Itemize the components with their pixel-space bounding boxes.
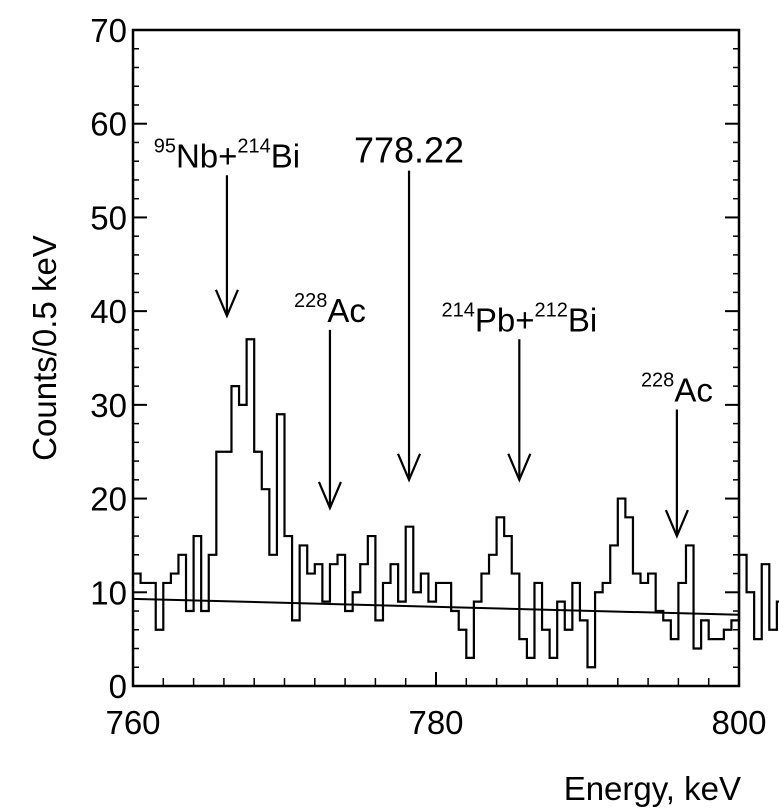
annotation-label: 95Nb+214Bi [154, 135, 300, 174]
isotope-symbol: Ac [674, 372, 713, 409]
isotope-mass-number: 228 [641, 370, 674, 392]
peak-annotation: 214Pb+212Bi [441, 299, 597, 483]
annotation-arrow-head [397, 453, 422, 483]
annotation-arrow-head [664, 509, 689, 539]
annotation-arrow-head [214, 289, 239, 319]
isotope-mass-number: 214 [441, 299, 474, 321]
peak-annotation: 95Nb+214Bi [154, 135, 300, 319]
isotope-mass-number: 95 [154, 135, 176, 157]
isotope-mass-number: 214 [237, 135, 270, 157]
peak-annotation: 228Ac [641, 370, 713, 539]
annotation-arrow-head [317, 481, 342, 511]
x-axis-title: Energy, keV [564, 770, 741, 807]
isotope-mass-number: 228 [294, 290, 327, 312]
y-tick-label: 30 [90, 387, 127, 424]
isotope-mass-number: 212 [534, 299, 567, 321]
y-axis-title: Counts/0.5 keV [26, 235, 63, 461]
annotation-label: 214Pb+212Bi [441, 299, 597, 338]
histogram-series [133, 338, 779, 669]
annotation-label: 778.22 [354, 130, 464, 171]
peak-annotation: 778.22 [354, 130, 464, 483]
isotope-symbol: Bi [271, 137, 300, 174]
x-tick-label: 800 [711, 704, 766, 741]
annotation-arrow-head [507, 453, 532, 483]
x-tick-label: 760 [105, 704, 160, 741]
y-tick-labels: 0 10 20 30 40 50 60 70 [90, 12, 127, 705]
x-tick-label: 780 [408, 704, 463, 741]
y-tick-label: 0 [109, 668, 127, 705]
y-tick-label: 20 [90, 481, 127, 518]
x-tick-labels: 760 780 800 [105, 704, 766, 741]
annotation-label: 228Ac [294, 290, 366, 329]
isotope-symbol: Pb+ [475, 301, 535, 338]
isotope-symbol: Ac [327, 292, 366, 329]
major-ticks [132, 29, 740, 687]
y-tick-label: 50 [90, 199, 127, 236]
y-tick-label: 10 [90, 574, 127, 611]
y-tick-label: 70 [90, 12, 127, 49]
background-fit-line [132, 597, 740, 616]
isotope-symbol: Nb+ [176, 137, 237, 174]
annotation-label: 228Ac [641, 370, 713, 409]
peak-annotation: 228Ac [294, 290, 366, 511]
y-tick-label: 60 [90, 106, 127, 143]
isotope-symbol: Bi [568, 301, 597, 338]
y-tick-label: 40 [90, 293, 127, 330]
